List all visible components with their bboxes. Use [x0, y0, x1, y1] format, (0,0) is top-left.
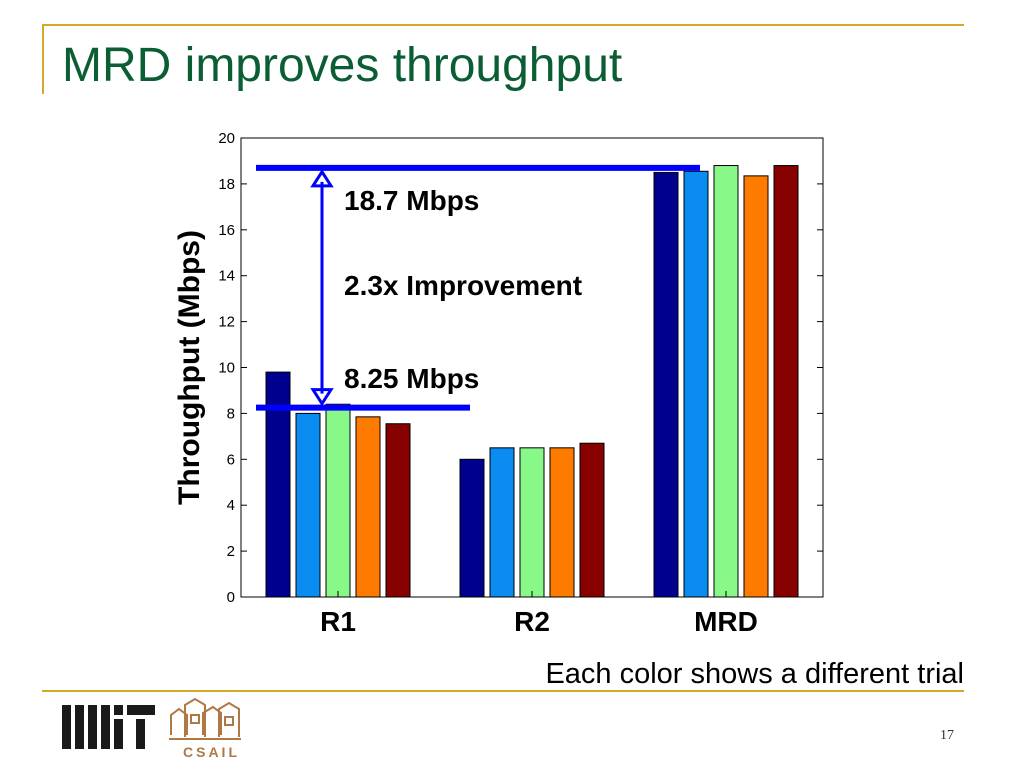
title-top-rule [42, 24, 964, 26]
bar [653, 171, 679, 598]
y-tick-label: 2 [227, 543, 235, 560]
improvement-arrow-head-down [310, 388, 334, 407]
top-value-label: 18.7 Mbps [344, 185, 479, 216]
y-tick-label: 10 [218, 360, 235, 377]
footnote: Each color shows a different trial [545, 658, 964, 690]
bar [519, 447, 545, 598]
bar [683, 170, 709, 598]
bar [295, 412, 321, 598]
y-tick-label: 0 [227, 589, 235, 606]
improvement-arrow-head-up [310, 169, 334, 188]
slide-title: MRD improves throughput [62, 39, 623, 92]
y-tick-label: 18 [218, 176, 235, 193]
bar [773, 165, 799, 598]
bar [459, 458, 485, 598]
y-tick-label: 16 [218, 222, 235, 239]
bar [743, 175, 769, 598]
svg-text:CSAIL: CSAIL [183, 744, 240, 760]
csail-logo: CSAIL [169, 697, 241, 760]
y-axis-label: Throughput (Mbps) [173, 230, 206, 505]
bar [579, 442, 605, 598]
page-number: 17 [940, 728, 954, 743]
bar [549, 447, 575, 598]
bar [713, 165, 739, 598]
bar [385, 423, 411, 598]
bar [325, 403, 351, 598]
y-tick-label: 8 [227, 405, 235, 422]
bottom-value-label: 8.25 Mbps [344, 363, 479, 394]
y-tick-label: 14 [218, 268, 235, 285]
y-tick-label: 12 [218, 314, 235, 331]
y-tick-label: 20 [218, 130, 235, 147]
y-tick-label: 4 [227, 497, 235, 514]
mit-logo [62, 705, 155, 749]
x-tick-label: MRD [694, 606, 758, 637]
title-left-rule [42, 24, 44, 94]
improvement-label: 2.3x Improvement [344, 270, 582, 301]
throughput-bar-chart: 0 2 4 6 8 10 12 14 16 18 20 Throughput (Mbps) R1 R2 MR… [173, 130, 824, 637]
bar [489, 447, 515, 598]
y-tick-label: 6 [227, 451, 235, 468]
x-tick-label: R2 [514, 606, 550, 637]
bar [355, 416, 381, 598]
footer-rule [42, 690, 964, 692]
x-tick-label: R1 [320, 606, 356, 637]
